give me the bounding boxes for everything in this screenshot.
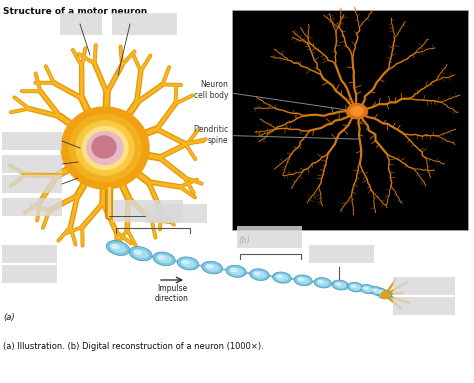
FancyBboxPatch shape: [232, 10, 468, 230]
Text: Dendritic
spine: Dendritic spine: [193, 125, 359, 145]
FancyBboxPatch shape: [393, 277, 455, 295]
Ellipse shape: [347, 104, 367, 119]
Ellipse shape: [298, 277, 304, 281]
Ellipse shape: [370, 286, 384, 296]
Ellipse shape: [360, 285, 375, 294]
FancyBboxPatch shape: [2, 198, 62, 216]
FancyBboxPatch shape: [393, 297, 455, 315]
Ellipse shape: [201, 261, 223, 274]
Ellipse shape: [69, 115, 141, 182]
Ellipse shape: [229, 267, 243, 275]
Ellipse shape: [205, 264, 219, 272]
Ellipse shape: [297, 277, 310, 284]
Ellipse shape: [378, 291, 392, 299]
FancyBboxPatch shape: [2, 265, 57, 283]
Ellipse shape: [372, 288, 382, 294]
Ellipse shape: [254, 272, 261, 275]
Ellipse shape: [351, 107, 363, 116]
Ellipse shape: [92, 136, 116, 158]
Ellipse shape: [317, 279, 329, 286]
Text: Neuron
cell body: Neuron cell body: [193, 80, 352, 111]
Ellipse shape: [156, 254, 172, 263]
Ellipse shape: [226, 265, 246, 277]
FancyBboxPatch shape: [145, 204, 207, 223]
Ellipse shape: [87, 131, 123, 165]
FancyBboxPatch shape: [2, 175, 62, 193]
Ellipse shape: [106, 241, 130, 255]
Ellipse shape: [363, 286, 373, 292]
Ellipse shape: [157, 255, 165, 260]
Ellipse shape: [181, 259, 196, 268]
Ellipse shape: [350, 285, 356, 288]
Ellipse shape: [133, 250, 142, 255]
FancyBboxPatch shape: [237, 226, 302, 248]
Ellipse shape: [378, 290, 387, 296]
FancyBboxPatch shape: [113, 200, 183, 222]
Ellipse shape: [334, 282, 346, 288]
Ellipse shape: [335, 282, 341, 286]
FancyBboxPatch shape: [112, 13, 177, 35]
Ellipse shape: [82, 126, 128, 170]
Ellipse shape: [381, 293, 386, 296]
Ellipse shape: [273, 272, 292, 283]
Ellipse shape: [275, 274, 289, 281]
Ellipse shape: [376, 288, 390, 298]
Ellipse shape: [76, 121, 134, 175]
Ellipse shape: [381, 291, 389, 298]
Ellipse shape: [373, 289, 378, 292]
Ellipse shape: [61, 107, 149, 189]
Ellipse shape: [110, 243, 126, 253]
Text: (a): (a): [3, 313, 15, 322]
Ellipse shape: [314, 278, 331, 288]
Ellipse shape: [363, 286, 369, 290]
FancyBboxPatch shape: [2, 155, 62, 173]
Ellipse shape: [250, 269, 269, 280]
Ellipse shape: [206, 264, 214, 268]
Ellipse shape: [332, 280, 348, 290]
Ellipse shape: [133, 249, 148, 259]
FancyBboxPatch shape: [2, 245, 57, 263]
Ellipse shape: [380, 293, 390, 298]
Ellipse shape: [230, 268, 237, 272]
Ellipse shape: [181, 260, 190, 265]
Text: (b): (b): [238, 236, 250, 245]
Ellipse shape: [347, 282, 364, 292]
Ellipse shape: [129, 247, 152, 261]
Text: Structure of a motor neuron: Structure of a motor neuron: [3, 7, 147, 16]
FancyBboxPatch shape: [309, 245, 374, 263]
Text: (a) Illustration. (b) Digital reconstruction of a neuron (1000×).: (a) Illustration. (b) Digital reconstruc…: [3, 342, 264, 351]
Ellipse shape: [276, 275, 283, 278]
Ellipse shape: [350, 284, 361, 290]
Ellipse shape: [253, 271, 266, 278]
FancyBboxPatch shape: [2, 132, 62, 150]
Ellipse shape: [153, 252, 175, 266]
Ellipse shape: [177, 257, 199, 270]
FancyBboxPatch shape: [60, 13, 102, 35]
Ellipse shape: [110, 244, 119, 249]
Ellipse shape: [294, 275, 312, 286]
Text: Impulse
direction: Impulse direction: [155, 284, 189, 303]
Ellipse shape: [379, 290, 384, 294]
Ellipse shape: [317, 280, 324, 283]
